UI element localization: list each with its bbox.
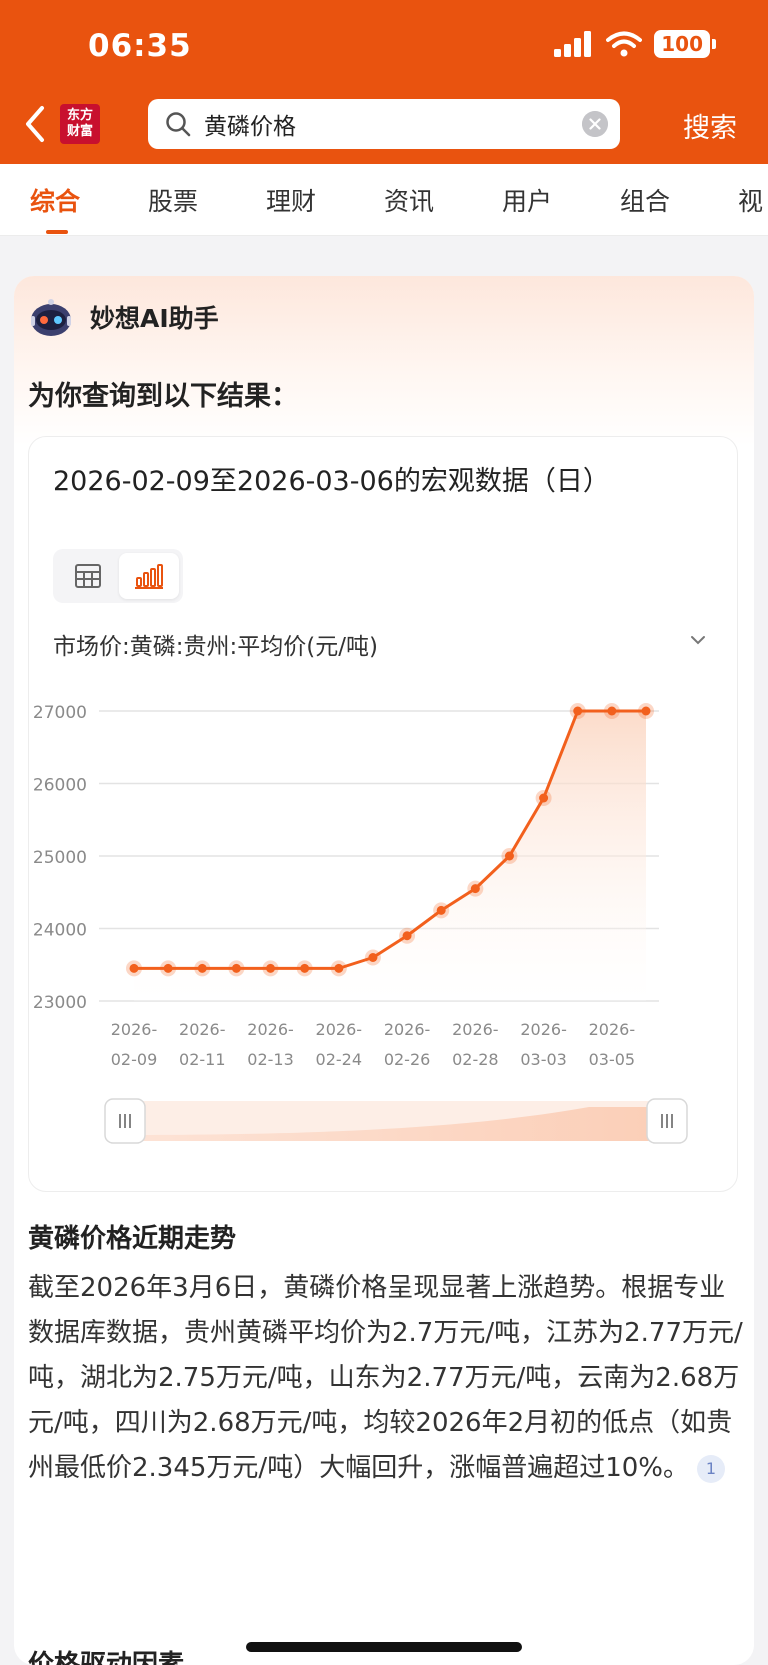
tab-users[interactable]: 用户 (502, 187, 553, 216)
data-point (504, 851, 514, 861)
x-tick-label: 02-28 (452, 1050, 499, 1069)
data-point (266, 963, 276, 973)
app-logo: 东方 财富 (60, 104, 100, 144)
search-button[interactable]: 搜索 (683, 113, 737, 144)
view-toggle (53, 549, 183, 603)
series-line (134, 709, 646, 970)
y-tick-label: 24000 (33, 921, 87, 941)
chart-title: 2026-02-09至2026-03-06的宏观数据（日） (53, 466, 610, 497)
analysis-title: 黄磷价格近期走势 (28, 1224, 237, 1254)
next-section-title: 价格驱动因素 (28, 1650, 185, 1665)
search-query-text[interactable]: 黄磷价格 (204, 114, 296, 140)
data-point (163, 963, 173, 973)
search-input[interactable]: 黄磷价格 (148, 99, 620, 149)
ai-robot-icon (31, 299, 71, 336)
data-point (607, 706, 617, 716)
ai-result-card: 妙想AI助手 为你查询到以下结果： 2026-02-09至2026-03-06的… (14, 276, 754, 1665)
x-tick-label: 02-09 (111, 1050, 158, 1069)
x-tick-label: 2026- (452, 1020, 499, 1039)
data-point (334, 963, 344, 973)
price-chart: 23000 24000 25000 26000 27000 2026- 02-09 2026-… (33, 703, 688, 1144)
data-point (402, 931, 412, 941)
citation-badge[interactable]: 1 (696, 1454, 725, 1483)
home-indicator (246, 1642, 522, 1652)
category-tabs: 综合 股票 理财 资讯 用户 组合 视 (0, 164, 768, 236)
analysis-text: 截至2026年3月6日，黄磷价格呈现显著上涨趋势。根据专业数据库数据，贵州黄磷平… (28, 1273, 743, 1483)
data-point (197, 963, 207, 973)
tab-stocks[interactable]: 股票 (148, 187, 199, 216)
x-tick-label: 2026- (520, 1020, 567, 1039)
data-point (539, 793, 549, 803)
x-tick-label: 2026- (111, 1020, 158, 1039)
chevron-down-icon[interactable] (689, 633, 707, 647)
x-tick-label: 03-03 (520, 1050, 567, 1069)
ai-assistant-name: 妙想AI助手 (90, 304, 219, 333)
result-intro: 为你查询到以下结果： (28, 381, 298, 412)
active-tab-indicator (46, 230, 68, 234)
tab-portfolios[interactable]: 组合 (620, 187, 671, 216)
data-point (368, 953, 378, 962)
x-tick-label: 2026- (589, 1020, 636, 1039)
data-point (573, 706, 583, 716)
tab-wealth[interactable]: 理财 (266, 187, 317, 216)
tab-video[interactable]: 视 (738, 187, 764, 216)
series-area (134, 711, 646, 1001)
chart-view-button[interactable] (119, 553, 179, 599)
table-view-button[interactable] (59, 553, 117, 599)
range-slider-preview (129, 1107, 649, 1141)
app-header: 06:35 100 东方 财富 黄磷价格 搜索 (0, 0, 768, 164)
table-icon (75, 564, 101, 588)
signal-icon (554, 31, 592, 57)
wifi-icon (606, 31, 643, 57)
back-arrow-icon[interactable] (22, 104, 48, 144)
y-tick-label: 25000 (33, 848, 87, 868)
x-tick-label: 2026- (384, 1020, 431, 1039)
data-point (436, 905, 446, 915)
card-gradient (14, 276, 754, 446)
x-tick-label: 2026- (247, 1020, 294, 1039)
data-point (300, 963, 310, 973)
logo-text-bottom: 财富 (66, 124, 93, 139)
data-point (129, 963, 139, 973)
data-point (470, 884, 480, 894)
logo-text-top: 东方 (66, 108, 93, 123)
x-tick-label: 02-26 (384, 1050, 431, 1069)
series-selector[interactable]: 市场价:黄磷:贵州:平均价(元/吨) (53, 634, 378, 660)
bar-chart-icon (135, 564, 163, 589)
clear-icon[interactable] (582, 111, 608, 137)
analysis-body: 截至2026年3月6日，黄磷价格呈现显著上涨趋势。根据专业数据库数据，贵州黄磷平… (28, 1266, 744, 1491)
chart-panel: 2026-02-09至2026-03-06的宏观数据（日） (28, 436, 738, 1192)
x-tick-label: 03-05 (589, 1050, 636, 1069)
tab-news[interactable]: 资讯 (384, 187, 435, 216)
data-point (641, 706, 651, 716)
y-tick-label: 27000 (33, 703, 87, 723)
x-tick-label: 02-13 (247, 1050, 294, 1069)
data-point (231, 963, 241, 973)
x-tick-label: 2026- (316, 1020, 363, 1039)
x-tick-label: 2026- (179, 1020, 226, 1039)
y-tick-label: 23000 (33, 993, 87, 1013)
x-tick-label: 02-24 (316, 1050, 363, 1069)
y-tick-label: 26000 (33, 776, 87, 796)
battery-indicator: 100 (654, 30, 716, 58)
tab-comprehensive[interactable]: 综合 (30, 187, 81, 216)
x-tick-label: 02-11 (179, 1050, 226, 1069)
status-time: 06:35 (88, 28, 192, 64)
search-icon (166, 112, 191, 137)
status-icons: 100 (554, 30, 716, 58)
